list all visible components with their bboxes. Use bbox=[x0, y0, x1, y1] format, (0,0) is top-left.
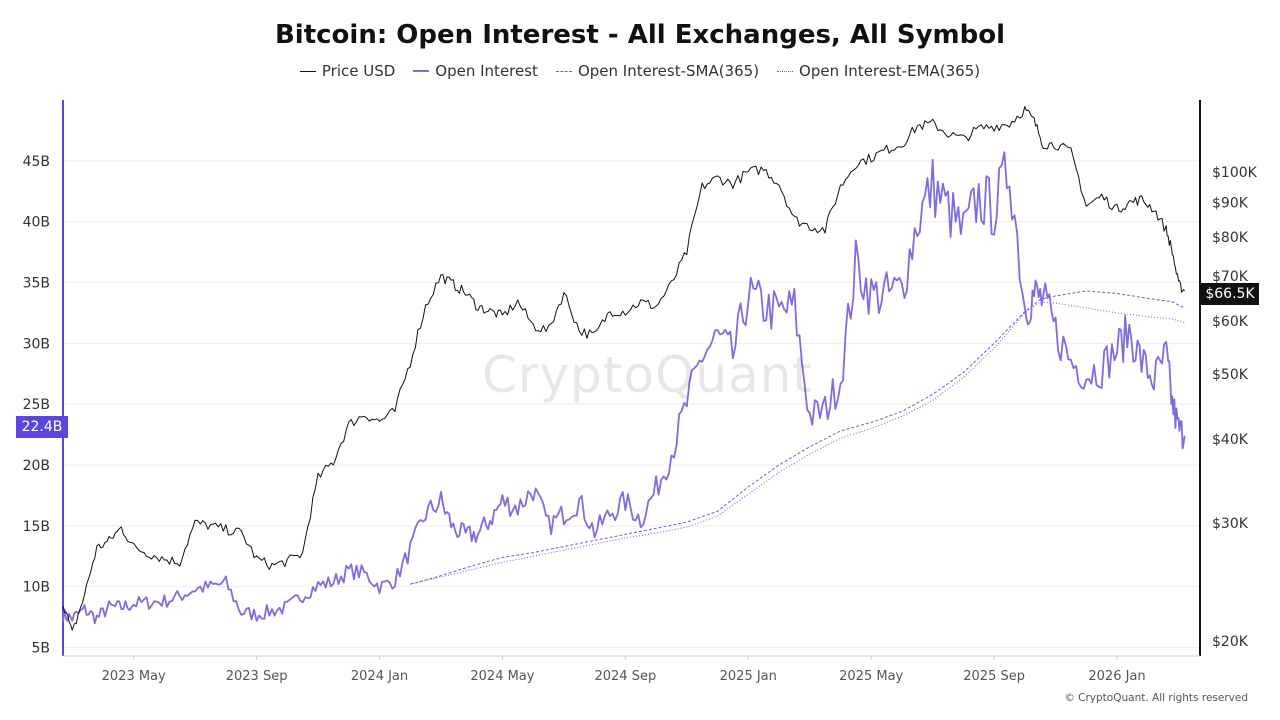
legend: Price USD Open Interest Open Interest-SM… bbox=[0, 62, 1280, 80]
legend-item-sma[interactable]: Open Interest-SMA(365) bbox=[555, 62, 760, 80]
x-tick-label: 2024 May bbox=[470, 669, 534, 684]
chart-title: Bitcoin: Open Interest - All Exchanges, … bbox=[274, 20, 1006, 50]
series-line-open-interest bbox=[62, 151, 1186, 625]
series-line-price bbox=[62, 106, 1185, 631]
series-line-ema bbox=[410, 301, 1185, 585]
x-tick-label: 2025 Sep bbox=[963, 669, 1025, 684]
series-line-sma bbox=[410, 290, 1185, 585]
x-tick-label: 2026 Jan bbox=[1088, 669, 1145, 684]
x-tick-label: 2023 Sep bbox=[226, 669, 288, 684]
left-tick-label: 35B bbox=[23, 275, 50, 291]
legend-swatch-open-interest bbox=[413, 70, 430, 72]
left-tick-label: 15B bbox=[23, 519, 50, 535]
legend-item-price[interactable]: Price USD bbox=[299, 62, 396, 80]
x-tick-label: 2024 Jan bbox=[351, 669, 408, 684]
left-tick-label: 45B bbox=[23, 154, 50, 170]
left-tick-label: 25B bbox=[23, 397, 50, 413]
legend-item-ema[interactable]: Open Interest-EMA(365) bbox=[777, 62, 980, 80]
legend-label-ema: Open Interest-EMA(365) bbox=[799, 62, 981, 80]
legend-item-open-interest[interactable]: Open Interest bbox=[413, 62, 538, 80]
x-tick-label: 2025 May bbox=[839, 669, 903, 684]
watermark: CryptoQuant bbox=[482, 346, 813, 404]
legend-label-sma: Open Interest-SMA(365) bbox=[577, 62, 760, 80]
legend-label-price: Price USD bbox=[321, 62, 396, 80]
x-tick-label: 2023 May bbox=[102, 669, 166, 684]
right-tick-label: $40K bbox=[1212, 432, 1249, 448]
left-tick-label: 5B bbox=[31, 640, 50, 656]
current-price-badge: $66.5K bbox=[1201, 283, 1259, 305]
right-tick-label: $30K bbox=[1212, 516, 1249, 532]
right-tick-label: $50K bbox=[1212, 367, 1249, 383]
right-tick-label: $80K bbox=[1212, 230, 1249, 246]
right-tick-label: $60K bbox=[1212, 314, 1249, 330]
right-tick-label: $100K bbox=[1212, 165, 1258, 181]
left-tick-label: 10B bbox=[23, 580, 50, 596]
legend-swatch-price bbox=[299, 70, 316, 72]
right-tick-label: $70K bbox=[1212, 269, 1249, 285]
legend-swatch-sma bbox=[555, 70, 572, 72]
left-tick-label: 30B bbox=[23, 336, 50, 352]
x-tick-label: 2025 Jan bbox=[720, 669, 777, 684]
left-tick-label: 40B bbox=[23, 215, 50, 231]
left-tick-label: 20B bbox=[23, 458, 50, 474]
right-tick-label: $90K bbox=[1212, 196, 1249, 212]
copyright-notice: © CryptoQuant. All rights reserved bbox=[1064, 692, 1248, 704]
current-open-interest-badge: 22.4B bbox=[16, 416, 68, 438]
right-tick-label: $20K bbox=[1212, 634, 1249, 650]
x-tick-label: 2024 Sep bbox=[594, 669, 656, 684]
legend-label-open-interest: Open Interest bbox=[435, 62, 538, 80]
legend-swatch-ema bbox=[777, 70, 794, 72]
